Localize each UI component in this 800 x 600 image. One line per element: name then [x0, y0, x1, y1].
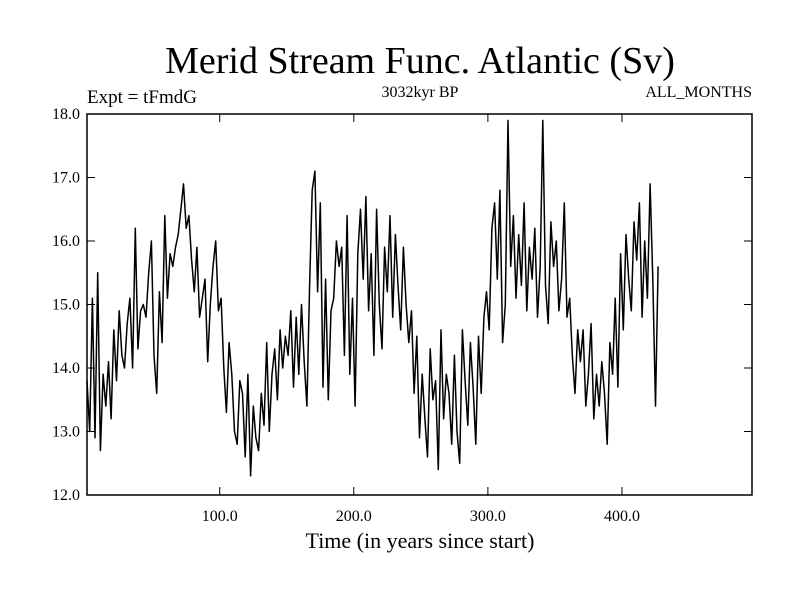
- chart-title: Merid Stream Func. Atlantic (Sv): [165, 40, 675, 82]
- period-label: 3032kyr BP: [382, 84, 459, 101]
- y-tick-label: 15.0: [52, 297, 80, 314]
- x-axis-label: Time (in years since start): [306, 528, 535, 553]
- series-line-atlantic-moc: [86, 119, 659, 477]
- x-tick-label: 100.0: [202, 508, 238, 525]
- x-tick-label: 400.0: [604, 508, 640, 525]
- y-tick-label: 17.0: [52, 170, 80, 187]
- x-tick-label: 200.0: [336, 508, 372, 525]
- y-tick-label: 14.0: [52, 360, 80, 377]
- y-tick-label: 16.0: [52, 233, 80, 250]
- y-tick-label: 12.0: [52, 487, 80, 504]
- months-label: ALL_MONTHS: [645, 84, 752, 101]
- y-tick-label: 18.0: [52, 106, 80, 123]
- x-tick-label: 300.0: [470, 508, 506, 525]
- plot-frame: [86, 113, 753, 496]
- experiment-label: Expt = tFmdG: [87, 87, 197, 108]
- y-tick-label: 13.0: [52, 424, 80, 441]
- x-axis-ticks: 100.0 200.0 300.0 400.0: [202, 114, 640, 525]
